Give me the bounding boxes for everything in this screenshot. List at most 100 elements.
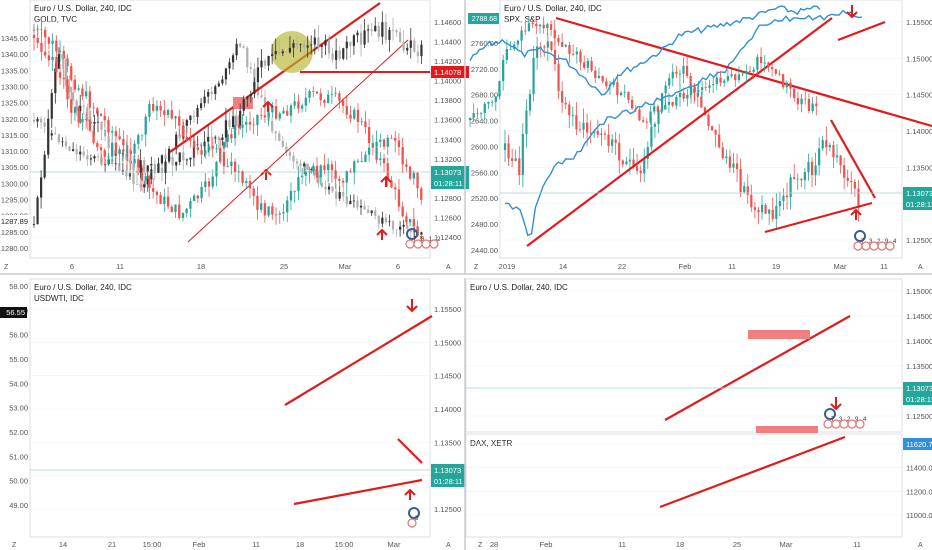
- eurusd-candle: [50, 133, 53, 136]
- events-p2-count: 7: [861, 239, 865, 245]
- left-tick-label: 1305.00: [1, 163, 28, 172]
- plot-border: [465, 433, 903, 538]
- axis-badge-left: Z: [12, 542, 17, 549]
- eurusd-wti-candle: [420, 44, 423, 57]
- wti-candle: [55, 56, 58, 73]
- eurusd-p4-candle: [594, 70, 597, 78]
- eurusd-spx-candle: [625, 161, 628, 165]
- eurusd-p4-candle: [538, 24, 542, 27]
- eurusd-wti-candle: [157, 168, 160, 173]
- eurusd-spx-candle: [518, 158, 521, 175]
- eurusd-wti-candle: [71, 92, 75, 101]
- eurusd-candle: [96, 156, 100, 157]
- wti-candle: [356, 160, 360, 162]
- eurusd-spx-candle: [653, 124, 657, 127]
- eurusd-wti-candle: [327, 40, 331, 54]
- plot-area: [466, 279, 902, 432]
- gold-candle: [84, 91, 88, 97]
- wti-candle: [230, 161, 233, 167]
- eurusd-spx-candle: [546, 41, 549, 48]
- eurusd-wti-candle: [160, 168, 164, 173]
- eurusd-spx-candle: [621, 160, 624, 165]
- eurusd-wti-candle: [345, 41, 348, 49]
- gold-candle: [360, 121, 363, 123]
- eurusd-candle: [139, 184, 142, 188]
- eurusd-spx-candle: [732, 163, 735, 168]
- eurusd-wti-candle: [359, 32, 363, 45]
- plot-border: [29, 278, 431, 538]
- eurusd-wti-candle: [391, 29, 395, 31]
- gold-candle: [315, 91, 319, 94]
- trendline-up: [664, 315, 851, 421]
- eurusd-candle: [36, 118, 39, 122]
- eurusd-wti-candle: [395, 30, 398, 33]
- wti-candle: [185, 136, 188, 140]
- eurusd-wti-candle: [310, 44, 313, 46]
- left-value-bg: [468, 13, 499, 24]
- eurusd-wti-candle: [242, 99, 245, 111]
- eurusd-p4-candle: [660, 109, 663, 112]
- price-label-bg: [431, 464, 469, 476]
- eurusd-wti-candle: [79, 105, 82, 112]
- eurusd-candle: [363, 205, 366, 210]
- gold-candle: [77, 88, 80, 90]
- x-tick-label: 25: [733, 540, 741, 549]
- eurusd-wti-candle: [374, 25, 377, 32]
- eurusd-wti-candle: [203, 141, 206, 147]
- eurusd-candle: [420, 232, 423, 235]
- gold-candle: [349, 114, 352, 119]
- x-tick-label: Feb: [540, 540, 553, 549]
- wti-candle: [196, 147, 200, 151]
- eurusd-candle: [395, 229, 398, 231]
- eurusd-p4-candle: [789, 82, 792, 89]
- eurusd-wti-candle: [61, 54, 64, 60]
- eurusd-p4-candle: [712, 84, 715, 86]
- eurusd-candle: [374, 210, 377, 216]
- left-value-bg: [0, 307, 27, 318]
- x-tick-label: 14: [559, 262, 567, 271]
- support-line: [764, 201, 873, 234]
- gold-candle: [204, 181, 207, 187]
- eurusd-spx-candle: [743, 186, 746, 193]
- eurusd-candle: [370, 210, 373, 214]
- wti-candle: [420, 188, 423, 200]
- eurusd-wti-candle: [235, 116, 238, 126]
- eurusd-wti-candle: [150, 163, 153, 166]
- eurusd-candle: [93, 156, 96, 159]
- eurusd-wti-candle: [402, 42, 405, 51]
- eurusd-candle: [292, 155, 295, 162]
- eurusd-p4-candle: [494, 96, 497, 102]
- eurusd-candle: [199, 103, 203, 108]
- eurusd-wti-candle: [210, 136, 213, 139]
- eurusd-spx-candle: [721, 147, 724, 159]
- left-tick-label: 58.00: [9, 282, 28, 291]
- gold-candle: [367, 127, 371, 144]
- eurusd-wti-candle: [139, 160, 142, 173]
- eurusd-wti-candle: [413, 40, 416, 52]
- eurusd-spx-candle: [807, 161, 810, 173]
- eurusd-spx-candle: [596, 131, 599, 135]
- events-p3-flag-icon: [407, 518, 417, 528]
- trendline-up: [659, 435, 846, 509]
- right-tick-label: 1.13500: [906, 163, 932, 172]
- right-tick-label: 1.12600: [434, 213, 461, 222]
- trendline-upper: [169, 2, 381, 153]
- wti-candle: [159, 105, 162, 111]
- eurusd-wti-candle: [263, 60, 267, 66]
- price-label: 1.13073: [434, 168, 461, 177]
- eurusd-p4-candle: [689, 87, 693, 96]
- wti-candle: [114, 142, 118, 154]
- trendline-down: [555, 16, 932, 128]
- eurusd-p4-candle: [623, 91, 626, 93]
- eurusd-p4-candle: [634, 108, 637, 110]
- eurusd-spx-candle: [828, 145, 831, 148]
- left-tick-label: 56.00: [9, 331, 28, 340]
- gold-candle: [170, 206, 173, 213]
- gold-candle: [92, 107, 95, 109]
- gold-candle: [356, 109, 360, 122]
- eurusd-candle: [196, 107, 199, 117]
- eurusd-spx-candle: [578, 129, 582, 131]
- wti-candle: [394, 137, 397, 141]
